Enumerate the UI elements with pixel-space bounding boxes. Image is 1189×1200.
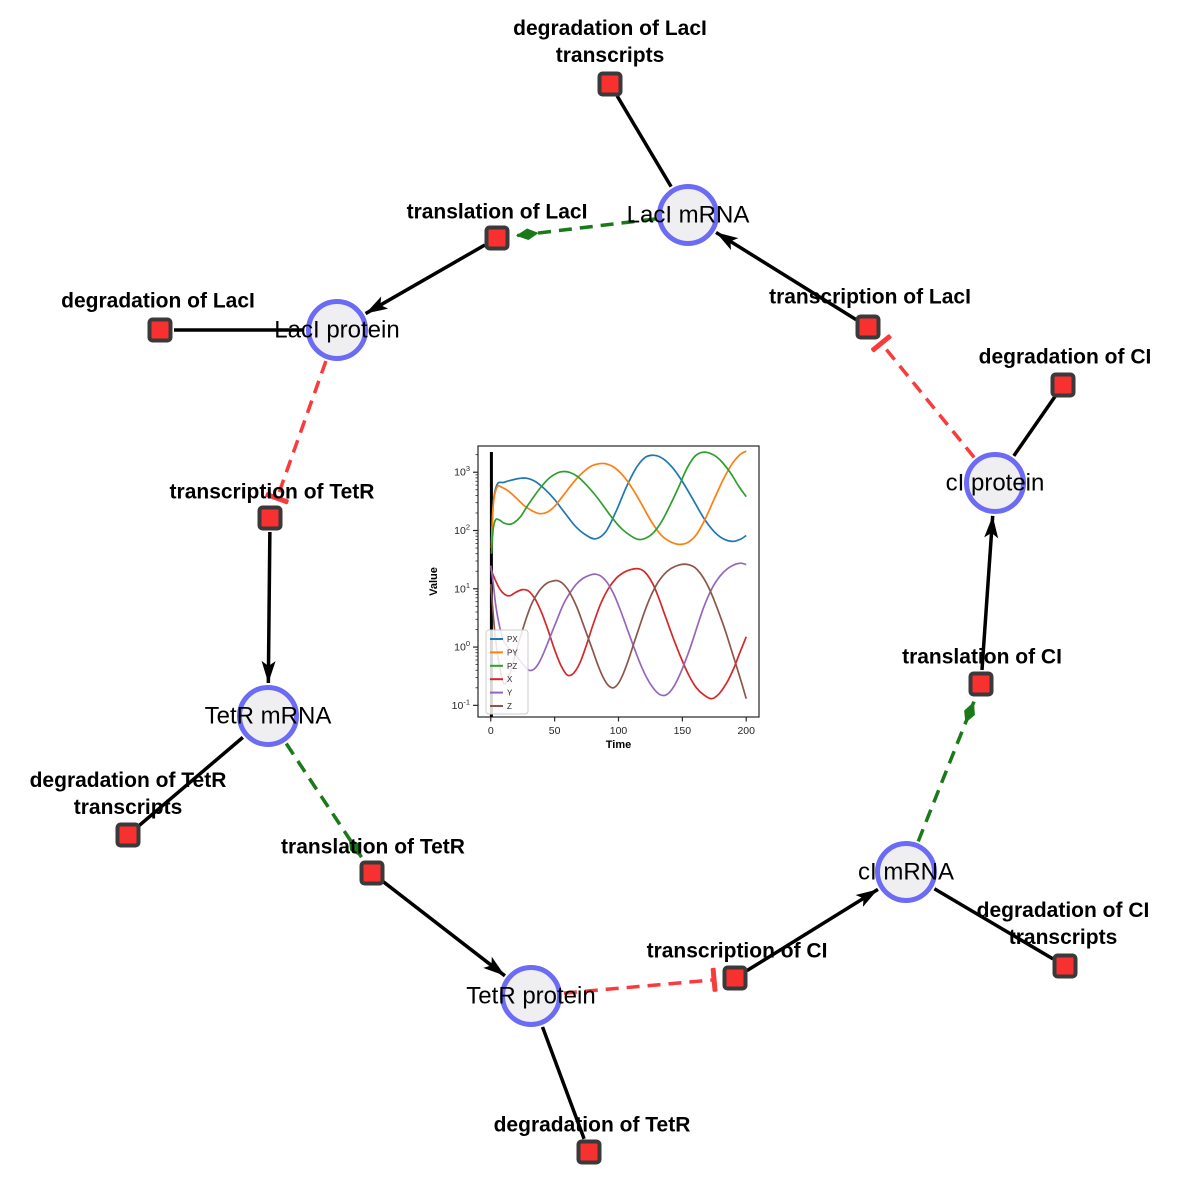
x-tick-label: 200 [737, 725, 755, 737]
legend-label-PZ: PZ [507, 662, 517, 671]
y-tick-label: 10-1 [452, 697, 470, 712]
reaction-node-deg_tetr_tx[interactable] [115, 822, 141, 848]
x-tick-label: 0 [488, 725, 494, 737]
edge-tx_tetr-tetr_mrna-arrow [261, 531, 276, 684]
edge-laci_mrna-transl_laci-catalysis [515, 217, 656, 241]
edge-transl_ci-ci_protein-arrow [980, 515, 999, 671]
edge-transl_tetr-tetr_protein-arrow [382, 880, 506, 978]
y-tick-label: 100 [454, 639, 470, 654]
reaction-node-transl_ci[interactable] [968, 671, 994, 697]
edge-tx_ci-ci_mrna-arrow [745, 887, 879, 973]
edge-deg_laci_tx-laci_mrna-line [615, 95, 673, 188]
series-PZ [490, 451, 747, 554]
species-node-laci_mrna[interactable] [657, 184, 719, 246]
y-tick-label: 103 [454, 464, 470, 479]
legend-label-X: X [507, 675, 513, 684]
reaction-node-deg_ci[interactable] [1050, 372, 1076, 398]
edge-tetr_mrna-transl_tetr-catalysis [284, 742, 363, 859]
reaction-node-tx_ci[interactable] [722, 965, 748, 991]
y-tick-label: 102 [454, 523, 470, 538]
species-node-laci_protein[interactable] [306, 299, 368, 361]
legend-label-PY: PY [507, 648, 518, 657]
reaction-node-transl_tetr[interactable] [359, 860, 385, 886]
y-axis-label: Value [428, 567, 440, 596]
edge-ci_mrna-deg_ci_tx-line [933, 887, 1054, 961]
legend-label-Y: Y [507, 689, 513, 698]
y-tick-label: 101 [454, 581, 470, 596]
species-node-tetr_protein[interactable] [500, 965, 562, 1027]
x-tick-label: 50 [549, 725, 561, 737]
reaction-node-deg_laci_tx[interactable] [597, 71, 623, 97]
species-node-ci_protein[interactable] [964, 452, 1026, 514]
edge-ci_mrna-transl_ci-catalysis [916, 700, 976, 842]
edge-tx_laci-laci_mrna-arrow [715, 230, 858, 322]
legend-label-Z: Z [507, 702, 512, 711]
legend-label-PX: PX [507, 635, 518, 644]
reaction-node-deg_laci[interactable] [147, 317, 173, 343]
edge-laci_protein-tx_tetr-inhibition [265, 360, 328, 505]
series-X [490, 567, 747, 700]
x-tick-label: 150 [674, 725, 692, 737]
series-PY [490, 450, 747, 549]
series-Z [489, 563, 748, 699]
simulation-plot: 0 50 100 150 200 Time 10-1 100 101 102 103 Value PX P… [428, 445, 760, 751]
reaction-node-deg_tetr[interactable] [576, 1139, 602, 1165]
species-node-ci_mrna[interactable] [875, 841, 937, 903]
reaction-node-transl_laci[interactable] [484, 225, 510, 251]
edge-tetr_mrna-deg_tetr_tx-line [137, 736, 244, 828]
reaction-node-deg_ci_tx[interactable] [1052, 953, 1078, 979]
edge-transl_laci-laci_protein-arrow [364, 243, 486, 316]
edge-ci_protein-tx_laci-inhibition [870, 334, 976, 459]
species-node-tetr_mrna[interactable] [237, 685, 299, 747]
x-axis-label: Time [606, 739, 631, 751]
x-tick-label: 100 [610, 725, 628, 737]
reaction-node-tx_laci[interactable] [855, 314, 881, 340]
edge-ci_protein-deg_ci-line [1012, 395, 1057, 457]
reaction-node-tx_tetr[interactable] [257, 505, 283, 531]
edge-tetr_protein-deg_tetr-line [540, 1026, 586, 1140]
edge-tetr_protein-tx_ci-inhibition [563, 967, 718, 995]
